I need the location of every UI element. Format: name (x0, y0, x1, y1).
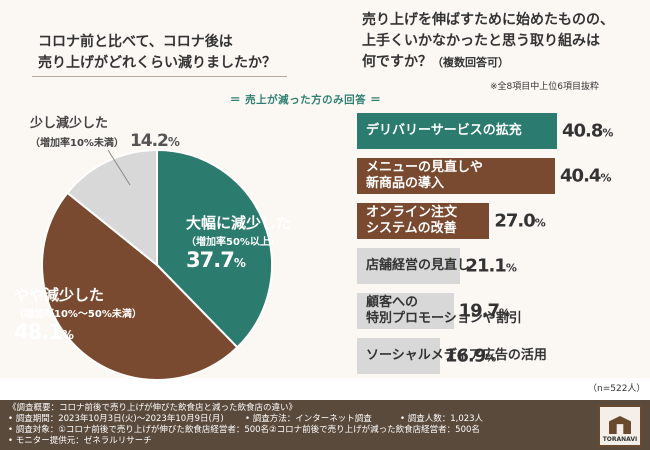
bar-fill (357, 293, 454, 329)
pie-slice-large-decline (156, 148, 273, 349)
pie-label-mid-sub: （増加率10%〜50%未満） (14, 309, 142, 320)
footer-period: • 調査期間：2023年10月3日(火)〜2023年10月9日(月) (8, 414, 224, 424)
pie-value-large: 37.7 (186, 248, 235, 272)
bar-row: 店舗経営の見直し 21.1% (357, 248, 637, 284)
footer-method: • 調査方法：インターネット調査 (245, 414, 372, 424)
pie-label-large-value: 37.7% (186, 248, 291, 272)
right-question-line1: 売り上げを伸ばすために始めたものの、 (362, 12, 614, 28)
bar-value: 27.0% (494, 210, 545, 232)
pie-chart (41, 148, 273, 382)
pie-label-small-name: 少し減少した (30, 116, 109, 131)
bar-fill (357, 113, 557, 149)
footer-target: • 調査対象：①コロナ前後で売り上げが伸びた飲食店経営者：500名②コロナ前後で… (8, 425, 480, 435)
pie-slice-slight-decline (66, 148, 158, 268)
footer-count: • 調査人数：1,023人 (400, 414, 484, 424)
pie-label-large-sub: （増加率50%以上） (186, 237, 280, 248)
bar-fill (357, 158, 556, 194)
right-question: 売り上げを伸ばすために始めたものの、 上手くいかなかったと思う取り組みは 何です… (362, 10, 642, 73)
pie-leader-line (107, 149, 131, 186)
logo-mark-icon (609, 416, 631, 434)
pie-slice-moderate-decline (41, 191, 239, 382)
left-question-line2: 売り上げがどれくらい減りましたか？ (38, 55, 276, 71)
pie-value-mid: 48.1 (14, 320, 63, 344)
toranavi-logo: TORANAVI (598, 405, 642, 447)
pie-label-large-name: 大幅に減少した (186, 214, 292, 232)
bar-fill (357, 203, 490, 239)
bar-value: 19.7% (458, 300, 510, 322)
bar-fill (357, 248, 461, 284)
items-note: ※全8項目中上位6項目抜粋 (490, 82, 599, 92)
footer-title: 《調査概要：コロナ前後で売り上げが伸びた飲食店と減った飲食店の違い》 (8, 403, 298, 413)
bar-value: 40.4% (560, 165, 611, 187)
respondents-label: ＝ 売上が減った方のみ回答 ＝ (230, 94, 382, 106)
logo-text: TORANAVI (602, 436, 638, 443)
bar-fill (357, 338, 440, 374)
pie-label-small-value: 14.2% (129, 131, 180, 151)
bar-label: デリバリーサービスの拡充 (366, 123, 522, 138)
footer-provider: • モニター提供元：ゼネラルリサーチ (8, 436, 152, 446)
pie-unit-large: % (233, 256, 246, 270)
bar-label: 顧客への 特別プロモーションや割引 (366, 295, 522, 326)
pie-unit-mid: % (61, 328, 74, 342)
pie-label-small: 少し減少した （増加率10%未満） 14.2% (30, 112, 180, 151)
bar-row: ソーシャルメディア広告の活用 16.9% (357, 338, 637, 374)
bar-row: 顧客への 特別プロモーションや割引 19.7% (357, 293, 637, 329)
footer: 《調査概要：コロナ前後で売り上げが伸びた飲食店と減った飲食店の違い》 • 調査期… (0, 400, 650, 450)
pie-unit-small: % (167, 135, 180, 149)
bar-value: 40.8% (562, 120, 613, 142)
pie-label-mid-value: 48.1% (14, 320, 142, 344)
left-question: コロナ前と比べて、コロナ後は 売り上げがどれくらい減りましたか？ (38, 32, 298, 74)
bar-row: デリバリーサービスの拡充 40.8% (357, 113, 637, 149)
bar-row: オンライン注文 システムの改善 27.0% (357, 203, 637, 239)
left-question-line1: コロナ前と比べて、コロナ後は (38, 34, 233, 50)
bar-label: 店舗経営の見直し (366, 258, 471, 273)
pie-label-mid: やや減少した （増加率10%〜50%未満） 48.1% (14, 284, 142, 344)
bar-label: ソーシャルメディア広告の活用 (366, 348, 547, 363)
pie-label-mid-name: やや減少した (14, 286, 105, 304)
right-question-multi-answer: （複数回答可） (432, 56, 509, 69)
sample-size: （n=522人） (588, 384, 646, 394)
bar-value: 16.9% (444, 345, 496, 367)
bar-row: メニューの見直しや 新商品の導入 40.4% (357, 158, 637, 194)
pie-value-small: 14.2 (129, 131, 169, 151)
pie-label-small-sub: （増加率10%未満） (30, 138, 124, 149)
divider (32, 76, 287, 77)
bar-label: メニューの見直しや 新商品の導入 (366, 160, 483, 191)
pie-label-large: 大幅に減少した （増加率50%以上） 37.7% (186, 212, 291, 272)
bar-value: 21.1% (465, 255, 516, 277)
right-question-line2: 上手くいかなかったと思う取り組みは (362, 33, 600, 49)
right-question-line3: 何ですか？ (362, 54, 432, 70)
bar-label: オンライン注文 システムの改善 (366, 205, 458, 236)
